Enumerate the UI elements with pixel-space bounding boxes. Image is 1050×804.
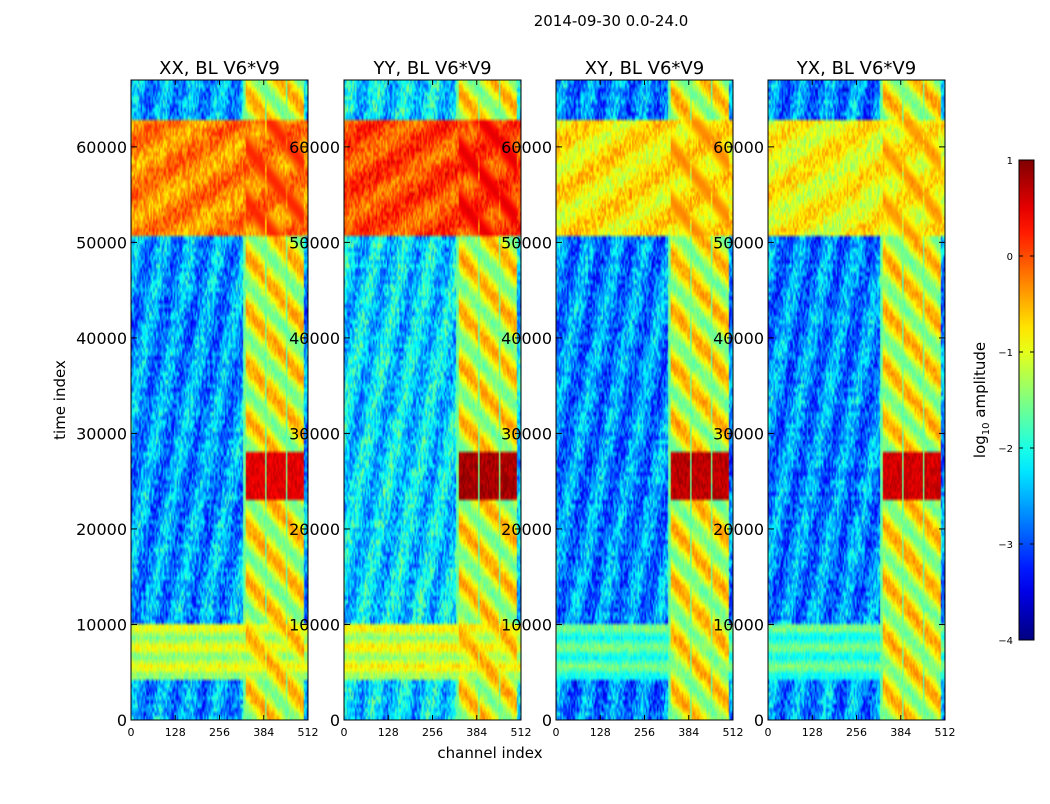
heatmap-image xyxy=(768,80,945,720)
x-tick-label: 384 xyxy=(466,726,487,739)
x-tick-label: 384 xyxy=(678,726,699,739)
colorbar-label-base: log xyxy=(971,435,989,458)
y-tick-label: 20000 xyxy=(289,520,340,539)
y-tick-label: 50000 xyxy=(713,233,764,252)
y-tick-label: 10000 xyxy=(76,615,127,634)
x-tick-label: 512 xyxy=(511,726,532,739)
y-tick-label: 30000 xyxy=(76,424,127,443)
panel-3: YX, BL V6*V9 0 128 256 384 512 0 10000 20000 3000… xyxy=(713,58,955,739)
x-tick-label: 0 xyxy=(128,726,135,739)
y-tick-label: 60000 xyxy=(501,138,552,157)
y-tick-label: 40000 xyxy=(76,329,127,348)
y-tick-label: 50000 xyxy=(289,233,340,252)
y-tick-label: 60000 xyxy=(289,138,340,157)
colorbar xyxy=(1018,159,1035,641)
y-tick-label: 20000 xyxy=(501,520,552,539)
x-tick-label: 128 xyxy=(590,726,611,739)
y-tick-label: 10000 xyxy=(289,615,340,634)
y-tick-label: 50000 xyxy=(76,233,127,252)
x-tick-label: 0 xyxy=(553,726,560,739)
panel-2: XY, BL V6*V9 0 128 256 384 512 0 10000 20000 3000… xyxy=(501,58,743,739)
x-axis-label: channel index xyxy=(437,744,542,762)
y-tick-label: 60000 xyxy=(76,138,127,157)
y-tick-label: 10000 xyxy=(501,615,552,634)
x-tick-label: 256 xyxy=(422,726,443,739)
y-tick-label: 0 xyxy=(542,711,552,730)
x-tick-label: 256 xyxy=(634,726,655,739)
panel-title: YX, BL V6*V9 xyxy=(796,58,916,79)
x-tick-label: 256 xyxy=(209,726,230,739)
panel-title: XY, BL V6*V9 xyxy=(585,58,704,79)
colorbar-tick-label: −1 xyxy=(998,348,1013,359)
y-tick-label: 60000 xyxy=(713,138,764,157)
y-tick-label: 20000 xyxy=(713,520,764,539)
colorbar-label: log10 amplitude xyxy=(971,342,992,458)
colorbar-label-tail: amplitude xyxy=(971,342,989,423)
y-tick-label: 0 xyxy=(117,711,127,730)
y-tick-label: 40000 xyxy=(501,329,552,348)
y-tick-label: 40000 xyxy=(713,329,764,348)
x-tick-label: 128 xyxy=(165,726,186,739)
colorbar-tick-label: 0 xyxy=(1007,252,1013,263)
panel-0: XX, BL V6*V9 0 128 256 384 512 0 10000 20000 3000… xyxy=(76,58,318,739)
y-tick-label: 0 xyxy=(754,711,764,730)
heatmap-image xyxy=(131,80,308,720)
y-tick-label: 0 xyxy=(330,711,340,730)
y-tick-label: 30000 xyxy=(289,424,340,443)
y-tick-label: 30000 xyxy=(713,424,764,443)
figure-title: 2014-09-30 0.0-24.0 xyxy=(533,12,689,30)
panel-title: XX, BL V6*V9 xyxy=(159,58,280,79)
panel-title: YY, BL V6*V9 xyxy=(372,58,491,79)
x-tick-label: 128 xyxy=(378,726,399,739)
colorbar-tick-label: −2 xyxy=(998,444,1013,455)
x-tick-label: 256 xyxy=(846,726,867,739)
colorbar-tick-label: −3 xyxy=(998,540,1013,551)
y-tick-label: 20000 xyxy=(76,520,127,539)
heatmap-image xyxy=(344,80,521,720)
y-axis-label: time index xyxy=(51,360,69,440)
colorbar-label-subscript: 10 xyxy=(981,422,992,435)
x-tick-label: 512 xyxy=(723,726,744,739)
x-tick-label: 512 xyxy=(298,726,319,739)
heatmap-image xyxy=(556,80,733,720)
x-tick-label: 0 xyxy=(341,726,348,739)
x-tick-label: 128 xyxy=(802,726,823,739)
panel-1: YY, BL V6*V9 0 128 256 384 512 0 10000 20000 3000… xyxy=(289,58,531,739)
x-tick-label: 384 xyxy=(253,726,274,739)
x-tick-label: 512 xyxy=(935,726,956,739)
colorbar-tick-label: −4 xyxy=(998,636,1013,647)
y-tick-label: 30000 xyxy=(501,424,552,443)
y-tick-label: 10000 xyxy=(713,615,764,634)
x-tick-label: 384 xyxy=(890,726,911,739)
y-tick-label: 40000 xyxy=(289,329,340,348)
colorbar-tick-label: 1 xyxy=(1007,156,1013,167)
x-tick-label: 0 xyxy=(765,726,772,739)
y-tick-label: 50000 xyxy=(501,233,552,252)
